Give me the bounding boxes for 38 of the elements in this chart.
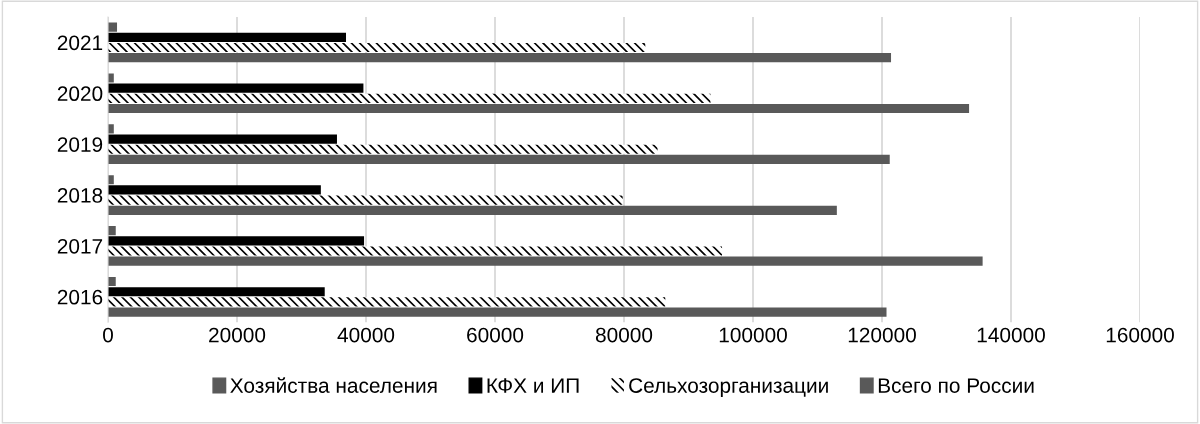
x-tick-label: 80000 [595,327,653,343]
y-tick-label: 2021 [57,35,103,51]
bar [108,154,890,164]
bar [108,53,892,63]
bar [108,83,364,93]
bar [108,287,325,297]
y-tick-label: 2016 [57,289,103,305]
bar [108,256,983,266]
legend-label: КФХ и ИП [487,378,579,393]
x-tick-label: 0 [103,327,113,343]
legend-label: Всего по России [878,378,1034,393]
legend-label: Сельхозорганизации [629,378,828,398]
bar [108,205,837,215]
x-tick-label: 20000 [209,327,266,343]
bar [108,297,666,307]
y-tick-label: 2017 [57,238,103,254]
bar [108,134,337,144]
bar [108,195,623,205]
bar [108,32,347,42]
bar [108,185,321,195]
bar [108,246,723,256]
y-tick-label: 2018 [57,188,103,203]
bar [108,307,887,317]
bar [108,73,114,83]
legend-label: Хозяйства населения [230,377,437,393]
y-tick-label: 2019 [57,137,103,152]
x-tick-label: 160000 [1106,327,1174,343]
bar [108,103,970,114]
bar [108,93,711,103]
x-tick-label: 60000 [467,327,524,343]
x-tick-label: 100000 [719,327,787,343]
x-tick-label: 120000 [848,327,916,343]
x-tick-label: 140000 [977,327,1045,343]
bar [108,144,658,154]
x-tick-label: 40000 [337,327,395,343]
bar [108,42,646,53]
y-tick-label: 2020 [57,86,103,102]
bar [108,236,365,246]
